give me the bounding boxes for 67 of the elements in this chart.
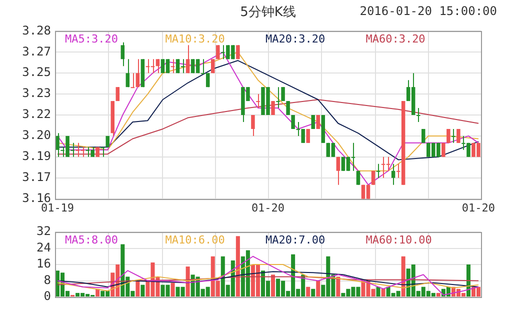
candlestick <box>336 156 340 186</box>
candlestick <box>96 146 100 158</box>
bar <box>381 288 386 296</box>
candlestick <box>456 128 460 144</box>
bar <box>316 280 320 296</box>
candlestick <box>210 58 215 74</box>
candlestick <box>356 170 360 186</box>
text: MA20:3.20 <box>265 32 326 46</box>
candlestick <box>376 163 380 178</box>
bar <box>236 236 240 296</box>
bar <box>271 274 276 296</box>
candlestick <box>421 128 426 144</box>
candlestick <box>156 58 160 74</box>
candlestick <box>170 58 175 74</box>
chart-title: 5分钟K线 <box>240 5 296 20</box>
candlestick <box>276 86 280 109</box>
y-tick-label: 3.28 <box>22 23 51 38</box>
candlestick <box>216 44 220 60</box>
bar <box>170 282 175 296</box>
candlestick <box>186 44 190 74</box>
bar <box>140 284 145 296</box>
x-tick-label: 01-20 <box>462 201 496 214</box>
text: MA20:7.00 <box>265 233 326 246</box>
candlestick <box>446 128 450 144</box>
candlestick <box>371 170 376 186</box>
candlestick <box>100 146 104 158</box>
bar <box>306 286 310 296</box>
bar <box>136 280 140 296</box>
candlestick <box>116 86 120 102</box>
y-tick-label: 16 <box>36 256 51 271</box>
chart-subtitle: 2016-01-20 15:00:00 <box>360 4 497 18</box>
bar <box>186 266 190 296</box>
candlestick <box>120 42 125 67</box>
text: MA60:3.20 <box>366 32 426 46</box>
candlestick <box>136 58 140 88</box>
y-tick-label: 3.22 <box>22 107 51 122</box>
candlestick <box>416 108 420 122</box>
bar <box>311 288 316 296</box>
text: MA5:8.00 <box>65 233 118 246</box>
candlestick <box>281 86 285 102</box>
text: MA10:6.00 <box>165 233 225 246</box>
candlestick <box>256 94 260 109</box>
y-tick-label: 3.20 <box>22 128 51 142</box>
candlestick <box>126 58 130 88</box>
x-tick-label: 01-20 <box>251 201 285 214</box>
text: MA60:10.00 <box>366 233 432 246</box>
y-tick-label: 32 <box>36 224 51 238</box>
bar <box>436 292 440 296</box>
y-tick-label: 3.23 <box>22 86 51 100</box>
candlestick <box>391 163 396 186</box>
y-tick-label: 3.27 <box>22 44 51 58</box>
text: MA5:3.20 <box>65 32 118 46</box>
bar <box>376 286 380 296</box>
y-tick-label: 24 <box>36 240 51 254</box>
y-tick-label: 3.19 <box>22 149 51 164</box>
candlestick <box>442 142 446 158</box>
series-label: MA10:3.20 <box>165 32 225 46</box>
y-tick-label: 3.25 <box>22 65 51 80</box>
bar <box>336 276 340 296</box>
candlestick <box>130 72 135 88</box>
y-tick-label: 3.17 <box>22 170 51 184</box>
candlestick <box>306 128 310 144</box>
y-tick-label: 8 <box>44 272 51 287</box>
candlestick <box>236 44 240 60</box>
candlestick <box>452 128 456 144</box>
y-tick-label: 0 <box>44 289 51 304</box>
candlestick <box>251 114 255 136</box>
